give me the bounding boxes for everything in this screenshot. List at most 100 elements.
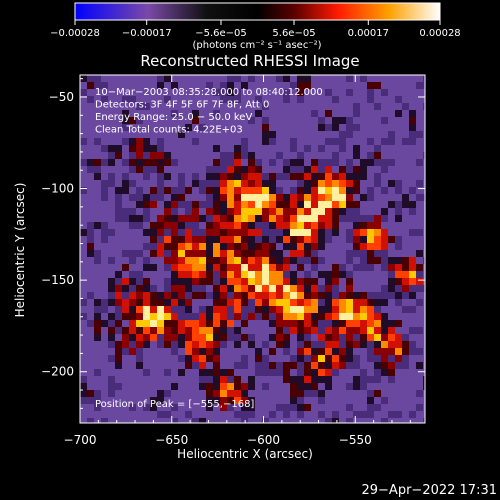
heatmap-cell xyxy=(360,257,367,264)
heatmap-cell xyxy=(360,383,367,390)
heatmap-cell xyxy=(416,166,423,173)
heatmap-cell xyxy=(290,250,297,257)
heatmap-cell xyxy=(192,278,199,285)
heatmap-cell xyxy=(185,215,192,222)
heatmap-cell xyxy=(227,320,234,327)
heatmap-cell xyxy=(269,362,276,369)
heatmap-cell xyxy=(402,271,409,278)
heatmap-cell xyxy=(164,96,171,103)
heatmap-cell xyxy=(255,292,262,299)
heatmap-cell xyxy=(213,187,220,194)
heatmap-cell xyxy=(234,334,241,341)
heatmap-cell xyxy=(115,369,122,376)
heatmap-cell xyxy=(143,124,150,131)
heatmap-cell xyxy=(409,131,416,138)
heatmap-cell xyxy=(248,348,255,355)
heatmap-cell xyxy=(269,264,276,271)
heatmap-cell xyxy=(332,75,339,82)
heatmap-cell xyxy=(290,376,297,383)
heatmap-cell xyxy=(101,369,108,376)
heatmap-cell xyxy=(381,348,388,355)
heatmap-cell xyxy=(381,173,388,180)
heatmap-cell xyxy=(150,222,157,229)
heatmap-cell xyxy=(115,187,122,194)
heatmap-cell xyxy=(304,257,311,264)
heatmap-cell xyxy=(213,180,220,187)
heatmap-cell xyxy=(143,166,150,173)
heatmap-cell xyxy=(101,243,108,250)
heatmap-cell xyxy=(192,327,199,334)
heatmap-cell xyxy=(199,397,206,404)
heatmap-cell xyxy=(164,390,171,397)
heatmap-cell xyxy=(157,187,164,194)
heatmap-cell xyxy=(276,243,283,250)
heatmap-cell xyxy=(325,404,332,411)
heatmap-cell xyxy=(374,313,381,320)
heatmap-cell xyxy=(248,117,255,124)
heatmap-cell xyxy=(297,397,304,404)
heatmap-cell xyxy=(346,103,353,110)
heatmap-cell xyxy=(283,110,290,117)
heatmap-cell xyxy=(122,229,129,236)
heatmap-cell xyxy=(339,243,346,250)
heatmap-cell xyxy=(220,383,227,390)
heatmap-cell xyxy=(388,236,395,243)
heatmap-cell xyxy=(416,334,423,341)
heatmap-cell xyxy=(381,278,388,285)
heatmap-cell xyxy=(388,187,395,194)
heatmap-cell xyxy=(157,166,164,173)
heatmap-cell xyxy=(374,404,381,411)
heatmap-cell xyxy=(367,376,374,383)
heatmap-cell xyxy=(164,89,171,96)
heatmap-cell xyxy=(157,257,164,264)
heatmap-cell xyxy=(332,348,339,355)
heatmap-cell xyxy=(94,117,101,124)
heatmap-cell xyxy=(402,75,409,82)
heatmap-cell xyxy=(423,257,425,264)
heatmap-cell xyxy=(297,369,304,376)
heatmap-cell xyxy=(304,138,311,145)
heatmap-cell xyxy=(122,278,129,285)
heatmap-cell xyxy=(388,271,395,278)
heatmap-cell xyxy=(80,229,87,236)
heatmap-cell xyxy=(318,75,325,82)
x-tick-label: −650 xyxy=(155,433,188,447)
heatmap-cell xyxy=(213,152,220,159)
heatmap-cell xyxy=(248,292,255,299)
heatmap-cell xyxy=(381,215,388,222)
heatmap-cell xyxy=(360,397,367,404)
heatmap-cell xyxy=(220,285,227,292)
heatmap-cell xyxy=(150,159,157,166)
heatmap-cell xyxy=(325,201,332,208)
heatmap-cell xyxy=(150,208,157,215)
heatmap-cell xyxy=(374,187,381,194)
heatmap-cell xyxy=(101,278,108,285)
heatmap-cell xyxy=(150,369,157,376)
heatmap-cell xyxy=(297,299,304,306)
heatmap-cell xyxy=(388,124,395,131)
heatmap-cell xyxy=(409,124,416,131)
heatmap-cell xyxy=(388,355,395,362)
heatmap-cell xyxy=(283,215,290,222)
heatmap-cell xyxy=(332,355,339,362)
heatmap-cell xyxy=(269,397,276,404)
heatmap-cell xyxy=(332,145,339,152)
heatmap-cell xyxy=(248,264,255,271)
heatmap-cell xyxy=(94,411,101,418)
heatmap-cell xyxy=(192,96,199,103)
heatmap-cell xyxy=(213,334,220,341)
heatmap-cell xyxy=(150,250,157,257)
heatmap-cell xyxy=(409,82,416,89)
heatmap-cell xyxy=(129,292,136,299)
heatmap-cell xyxy=(332,383,339,390)
heatmap-cell xyxy=(122,264,129,271)
heatmap-cell xyxy=(311,159,318,166)
heatmap-cell xyxy=(206,341,213,348)
heatmap-cell xyxy=(381,250,388,257)
heatmap-cell xyxy=(353,222,360,229)
heatmap-cell xyxy=(136,96,143,103)
heatmap-cell xyxy=(206,103,213,110)
heatmap-cell xyxy=(388,103,395,110)
heatmap-cell xyxy=(87,264,94,271)
heatmap-cell xyxy=(374,362,381,369)
